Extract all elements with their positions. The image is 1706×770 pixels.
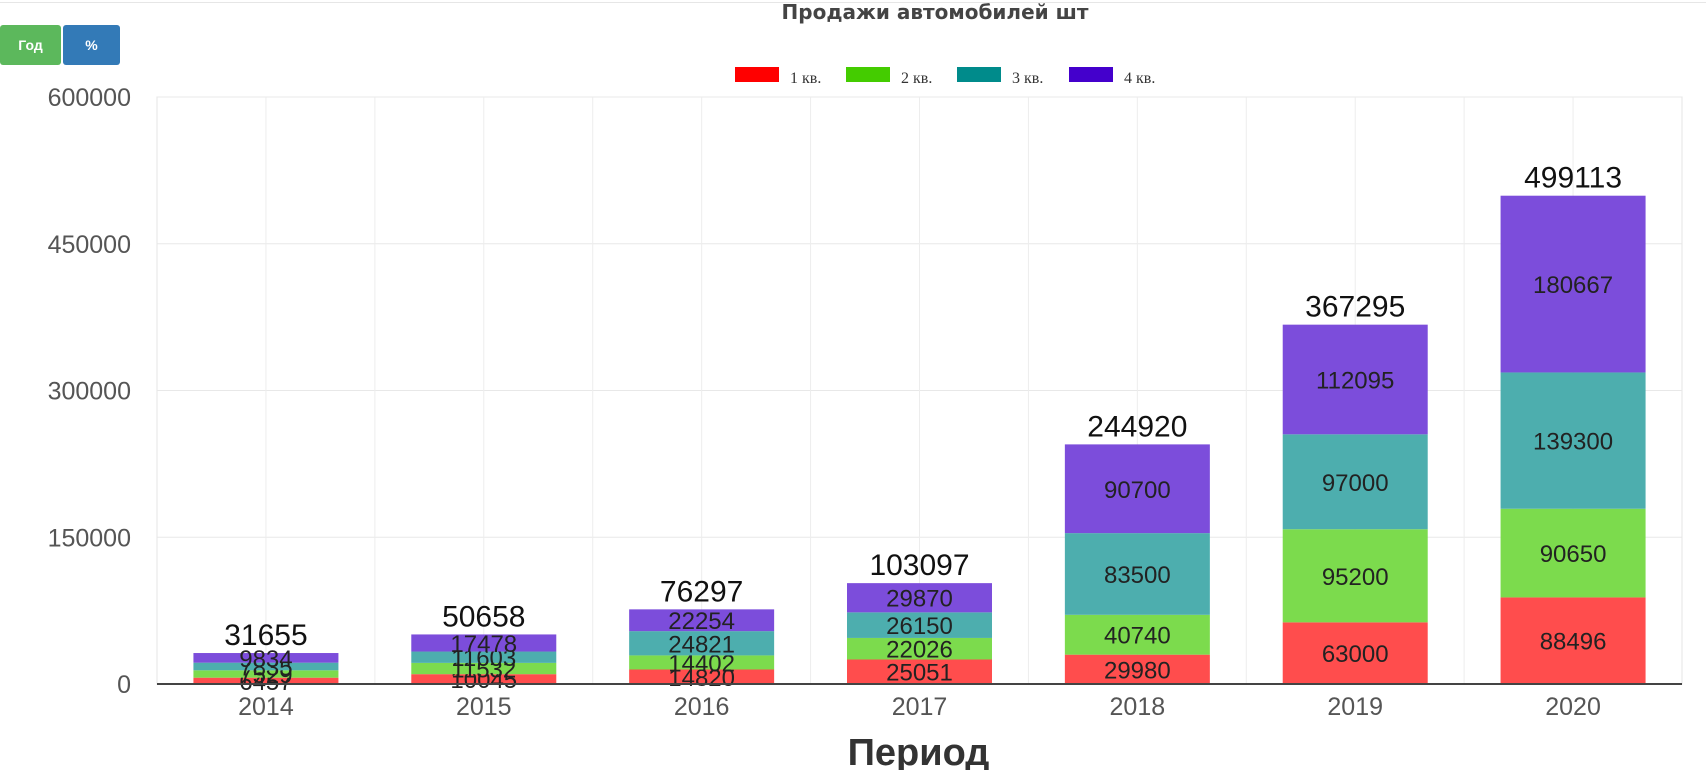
data-label: 90700 <box>1104 477 1171 504</box>
data-label: 22026 <box>886 637 953 664</box>
top-divider <box>0 2 1706 3</box>
total-label: 103097 <box>869 549 969 582</box>
bar-q1-2020 <box>1500 597 1646 684</box>
bar-q1-2014 <box>193 677 339 684</box>
legend-label: 1 кв. <box>790 70 821 87</box>
year-button[interactable]: Год <box>0 25 61 65</box>
y-tick-label: 300000 <box>48 378 131 406</box>
legend-label: 4 кв. <box>1124 70 1155 87</box>
bar-q1-2018 <box>1064 654 1210 684</box>
bar-q3-2020 <box>1500 372 1646 509</box>
x-axis-title: Период <box>848 732 990 770</box>
total-label: 367295 <box>1305 291 1405 324</box>
y-tick-label: 450000 <box>48 231 131 259</box>
data-label: 25051 <box>886 660 953 687</box>
total-label: 499113 <box>1524 162 1622 195</box>
data-label: 88496 <box>1540 629 1607 656</box>
bar-q1-2015 <box>411 674 557 684</box>
bar-q2-2014 <box>193 670 339 678</box>
x-tick-label: 2018 <box>1110 693 1166 721</box>
data-label: 26150 <box>886 613 953 640</box>
bar-q4-2020 <box>1500 195 1646 373</box>
x-tick-label: 2016 <box>674 693 730 721</box>
data-label: 22254 <box>668 608 735 635</box>
x-tick-label: 2017 <box>892 693 948 721</box>
data-label: 24821 <box>668 631 735 658</box>
x-tick-label: 2019 <box>1327 693 1383 721</box>
data-label: 180667 <box>1533 272 1613 299</box>
percent-button[interactable]: % <box>63 25 120 65</box>
data-label: 29980 <box>1104 657 1171 684</box>
x-tick-label: 2014 <box>238 693 294 721</box>
bar-q2-2019 <box>1282 529 1428 623</box>
data-label: 9834 <box>239 646 292 673</box>
bar-q2-2020 <box>1500 508 1646 598</box>
data-label: 40740 <box>1104 623 1171 650</box>
legend-label: 3 кв. <box>1012 70 1043 87</box>
bar-q4-2018 <box>1064 444 1210 534</box>
bar-q3-2016 <box>629 631 775 656</box>
data-label: 112095 <box>1316 367 1394 394</box>
bar-q1-2016 <box>629 669 775 684</box>
total-label: 31655 <box>224 619 307 652</box>
x-tick-label: 2020 <box>1545 693 1601 721</box>
legend-label: 2 кв. <box>901 70 932 87</box>
bar-q4-2014 <box>193 653 339 663</box>
bar-q1-2019 <box>1282 622 1428 684</box>
total-label: 76297 <box>660 575 743 608</box>
bar-q2-2018 <box>1064 614 1210 655</box>
bar-q4-2019 <box>1282 324 1428 435</box>
bar-q3-2018 <box>1064 533 1210 615</box>
bar-q3-2014 <box>193 662 339 671</box>
legend-swatch <box>846 67 890 82</box>
data-label: 17478 <box>450 631 517 658</box>
bar-q2-2016 <box>629 655 775 670</box>
data-label: 29870 <box>886 586 953 613</box>
data-label: 90650 <box>1540 541 1607 568</box>
legend-swatch <box>957 67 1001 82</box>
bar-q2-2015 <box>411 662 557 675</box>
data-label: 97000 <box>1322 470 1389 497</box>
x-tick-label: 2015 <box>456 693 512 721</box>
data-label: 63000 <box>1322 641 1389 668</box>
data-label: 95200 <box>1322 564 1389 591</box>
bar-q1-2017 <box>847 659 992 684</box>
y-tick-label: 600000 <box>48 84 131 112</box>
chart-title: Продажи автомобилей шт <box>781 0 1089 24</box>
data-label: 83500 <box>1104 562 1171 589</box>
bar-q2-2017 <box>847 637 992 660</box>
total-label: 244920 <box>1087 410 1187 443</box>
total-label: 50658 <box>442 600 525 633</box>
bar-q3-2015 <box>411 651 557 663</box>
bar-q4-2017 <box>847 583 992 613</box>
bar-q3-2019 <box>1282 434 1428 530</box>
bar-q4-2016 <box>629 609 775 632</box>
legend-swatch <box>1069 67 1113 82</box>
bar-q3-2017 <box>847 612 992 638</box>
y-tick-label: 150000 <box>48 524 131 552</box>
y-tick-label: 0 <box>117 671 131 699</box>
data-label: 139300 <box>1533 429 1613 456</box>
legend-swatch <box>735 67 779 82</box>
bar-q4-2015 <box>411 634 557 652</box>
